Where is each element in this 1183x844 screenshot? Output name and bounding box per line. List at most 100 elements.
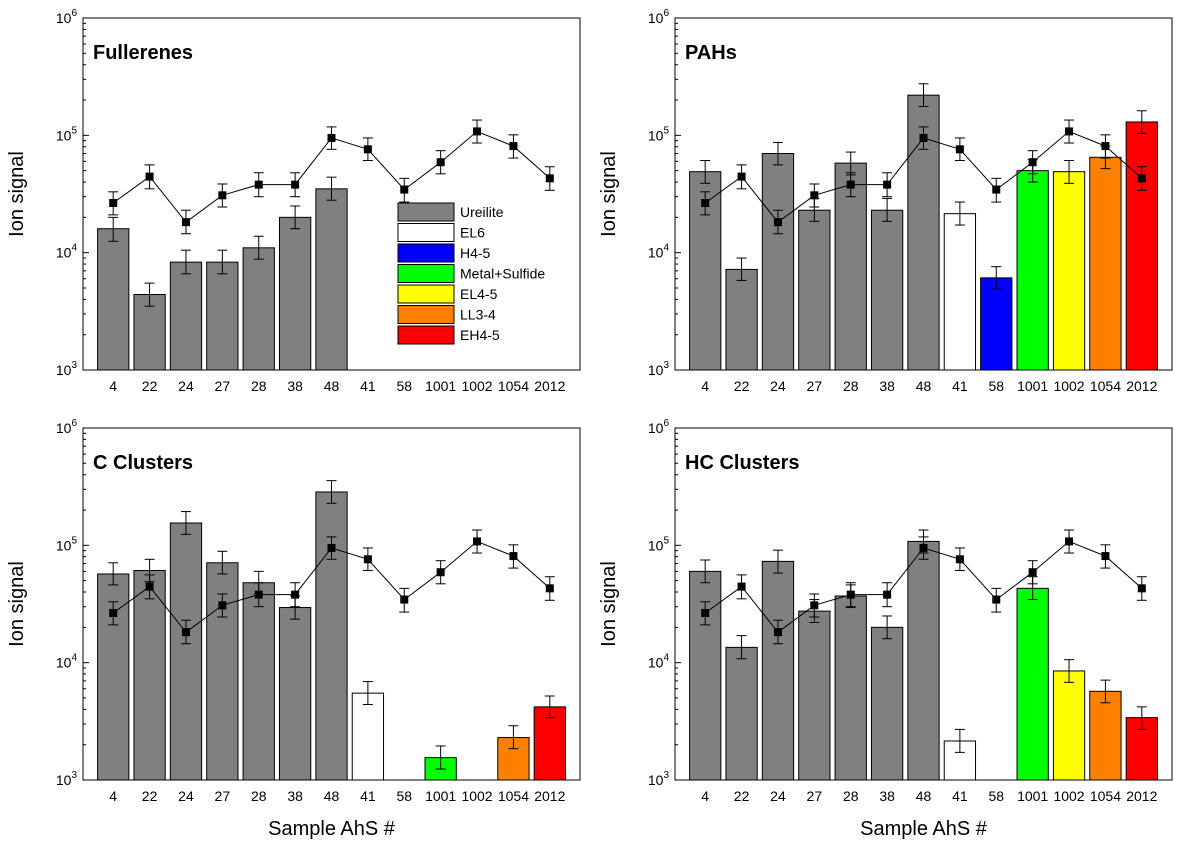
reference-series-point [846, 590, 855, 599]
y-tick-label: 103 [56, 360, 78, 378]
legend: Ureilite EL6 H4-5 Metal+Sulfide EL4-5 LL3-4 EH… [397, 202, 545, 345]
bar-48 [315, 188, 348, 371]
reference-series-point [291, 180, 300, 189]
bar-48 [907, 540, 940, 781]
x-tick-label: 48 [324, 788, 340, 804]
x-tick-label: 1001 [425, 788, 456, 804]
bar-1002 [1052, 670, 1086, 781]
reference-series-point [473, 127, 482, 136]
reference-series-point [109, 609, 118, 618]
y-tick-exponent: 3 [71, 770, 77, 781]
chart-title: HC Clusters [685, 452, 799, 474]
legend-label: EH4-5 [460, 327, 500, 343]
chart-title: Fullerenes [93, 42, 193, 64]
chart-title: C Clusters [93, 452, 193, 474]
bar-24 [761, 153, 795, 371]
legend-label: LL3-4 [460, 307, 496, 323]
y-tick-exponent: 4 [663, 653, 669, 664]
x-tick-label: 2012 [1126, 378, 1157, 394]
legend-swatch [397, 243, 455, 263]
bar-28 [242, 247, 275, 371]
bar-41 [351, 692, 385, 781]
x-tick-label: 4 [109, 378, 117, 394]
x-tick-label: 38 [879, 378, 895, 394]
y-tick-exponent: 6 [71, 418, 77, 429]
bar-38 [870, 626, 904, 781]
reference-series-point [992, 595, 1001, 604]
x-tick-label: 58 [396, 378, 412, 394]
x-tick-label: 28 [251, 788, 267, 804]
bar-1001 [1016, 587, 1049, 781]
bar-2012 [1125, 121, 1158, 371]
y-tick-label: 104 [56, 653, 78, 671]
x-tick-label: 24 [178, 788, 194, 804]
reference-series-point [846, 180, 855, 189]
y-tick-label: 106 [648, 8, 670, 26]
bar-24 [169, 522, 203, 781]
x-tick-label: 48 [324, 378, 340, 394]
y-tick-exponent: 4 [71, 653, 77, 664]
y-tick-label: 105 [648, 535, 670, 553]
reference-series-point [218, 191, 227, 200]
y-tick-label: 103 [56, 770, 78, 788]
reference-series-point [545, 584, 554, 593]
x-tick-label: 4 [701, 788, 709, 804]
reference-series-point [181, 218, 190, 227]
reference-series-point [955, 555, 964, 564]
x-tick-label: 22 [142, 788, 158, 804]
reference-series-point [473, 537, 482, 546]
reference-series-point [436, 158, 445, 167]
x-tick-label: 48 [916, 378, 932, 394]
x-tick-label: 1002 [461, 378, 492, 394]
x-tick-label: 2012 [534, 788, 565, 804]
reference-series-point [363, 145, 372, 154]
x-tick-label: 24 [770, 788, 786, 804]
reference-series-point [810, 601, 819, 610]
bar-27 [798, 610, 831, 781]
legend-label: EL6 [460, 225, 485, 241]
y-tick-label: 106 [648, 418, 670, 436]
reference-series-point [1028, 568, 1037, 577]
x-tick-label: 28 [843, 788, 859, 804]
reference-series-point [254, 180, 263, 189]
bar-38 [870, 209, 904, 371]
reference-series-point [509, 552, 518, 561]
x-tick-label: 41 [360, 788, 376, 804]
reference-series-point [291, 590, 300, 599]
reference-series-point [1101, 552, 1110, 561]
x-axis-label: Sample AhS # [860, 818, 988, 840]
y-tick-exponent: 6 [663, 8, 669, 19]
reference-series-point [810, 191, 819, 200]
x-tick-label: 27 [807, 788, 823, 804]
bar-22 [133, 570, 166, 781]
reference-series-point [701, 609, 710, 618]
reference-series-point [1137, 584, 1146, 593]
bar-41 [943, 213, 977, 371]
y-tick-exponent: 3 [71, 360, 77, 371]
y-tick-exponent: 4 [663, 243, 669, 254]
x-tick-label: 27 [807, 378, 823, 394]
x-tick-label: 38 [287, 378, 303, 394]
reference-series-point [327, 133, 336, 142]
y-tick-label: 104 [648, 653, 670, 671]
y-tick-exponent: 4 [71, 243, 77, 254]
x-tick-label: 1054 [1090, 378, 1121, 394]
x-tick-label: 28 [251, 378, 267, 394]
x-tick-label: 38 [287, 788, 303, 804]
x-tick-label: 1001 [1017, 788, 1048, 804]
reference-series-point [509, 142, 518, 151]
reference-series-point [737, 582, 746, 591]
x-tick-label: 28 [843, 378, 859, 394]
bar-1001 [1016, 170, 1049, 371]
chart-title: PAHs [685, 42, 737, 64]
reference-series-point [545, 174, 554, 183]
reference-series-point [327, 543, 336, 552]
y-tick-exponent: 6 [71, 8, 77, 19]
reference-series-point [400, 595, 409, 604]
bar-48 [315, 491, 348, 781]
reference-series-point [363, 555, 372, 564]
y-tick-label: 103 [648, 360, 670, 378]
reference-series-point [1065, 127, 1074, 136]
x-axis-label: Sample AhS # [268, 818, 396, 840]
